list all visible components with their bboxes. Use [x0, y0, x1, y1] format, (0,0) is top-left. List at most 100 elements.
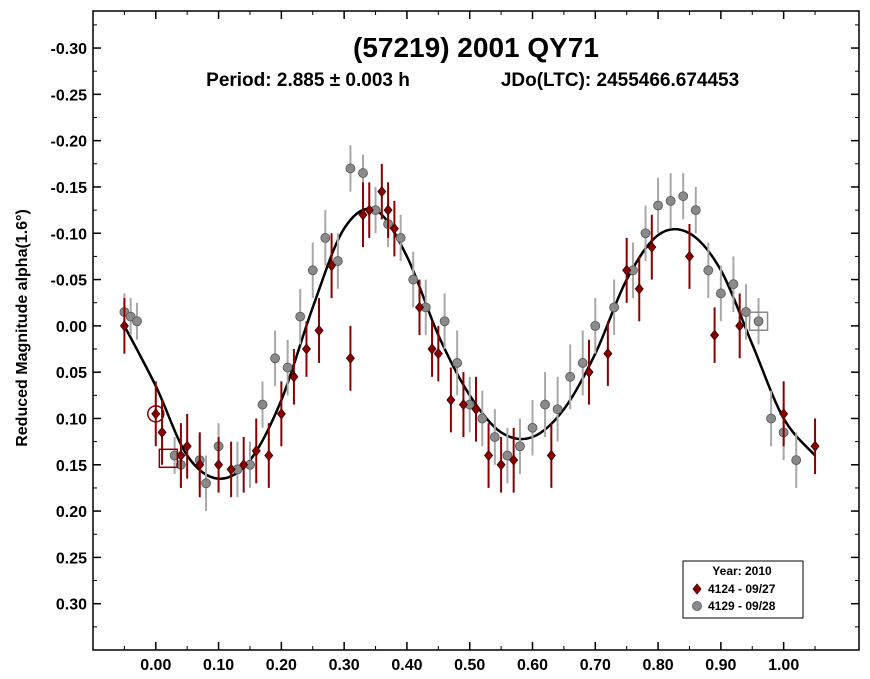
data-point-circle	[358, 168, 368, 178]
y-tick-label: 0.20	[56, 504, 87, 521]
data-point-diamond	[364, 204, 374, 216]
data-point-circle	[345, 163, 356, 174]
x-tick-label: 0.40	[391, 657, 422, 674]
x-tick-label: 0.30	[329, 657, 360, 674]
x-tick-label: 0.70	[580, 657, 611, 674]
legend-marker-circle	[692, 601, 702, 611]
chart-subtitle-jd: JDo(LTC): 2455466.674453	[501, 70, 739, 91]
data-point-circle	[640, 228, 651, 239]
data-point-circle	[320, 232, 331, 243]
annotation-open-square	[748, 311, 769, 331]
y-tick-label: 0.15	[56, 458, 87, 475]
y-tick-label: 0.05	[56, 365, 87, 382]
x-axis-ticks: 0.00 0.10 0.20 0.30 0.40 0.50 0.60 0.70 0.80 0.90…	[123, 11, 816, 674]
data-point-circle	[502, 450, 513, 461]
data-point-diamond	[377, 185, 387, 198]
data-point-diamond	[446, 394, 456, 406]
data-point-diamond	[509, 454, 519, 466]
data-point-diamond	[458, 398, 468, 411]
plot-frame	[92, 10, 860, 651]
legend-entry-4129: 4129 - 09/28	[708, 599, 776, 613]
data-point-circle	[540, 399, 550, 410]
data-point-circle	[766, 413, 776, 424]
data-point-diamond	[276, 408, 286, 420]
data-point-diamond	[389, 222, 399, 235]
data-point-diamond	[634, 283, 644, 295]
data-point-circle	[452, 358, 463, 368]
x-tick-label: 0.60	[517, 657, 548, 674]
legend-box	[682, 560, 804, 619]
y-tick-label: -0.25	[51, 87, 88, 104]
data-point-diamond	[647, 241, 657, 253]
annotation-open-square	[158, 448, 179, 469]
data-point-circle	[439, 316, 450, 327]
legend-entry-4124: 4124 - 09/27	[708, 582, 776, 596]
data-point-diamond	[735, 320, 745, 332]
data-point-diamond	[239, 459, 249, 471]
legend: Year: 2010 4124 - 09/27 4129 - 09/28	[682, 560, 804, 619]
chart-subtitle-period: Period: 2.885 ± 0.003 h	[206, 70, 410, 91]
x-tick-label: 0.10	[203, 657, 234, 674]
y-tick-label: 0.25	[56, 550, 87, 567]
y-axis-ticks: -0.30 -0.25 -0.20 -0.15 -0.10 -0.05 0.00 0.05 0.…	[51, 24, 859, 628]
y-tick-label: 0.30	[56, 597, 87, 614]
x-tick-label: 0.00	[140, 657, 171, 674]
y-tick-label: -0.15	[51, 180, 88, 197]
data-point-diamond	[314, 324, 324, 337]
data-point-diamond	[151, 408, 161, 420]
data-point-diamond	[471, 403, 481, 415]
data-point-diamond	[176, 449, 186, 462]
y-tick-label: -0.05	[51, 273, 88, 290]
annotation-open-circle	[147, 405, 165, 423]
data-point-circle	[527, 422, 538, 433]
x-tick-label: 0.50	[454, 657, 485, 674]
data-point-diamond	[584, 366, 594, 378]
data-point-circle	[791, 455, 802, 466]
data-point-diamond	[603, 348, 613, 360]
data-point-circle	[515, 441, 525, 452]
data-point-circle	[703, 265, 714, 276]
data-point-diamond	[301, 343, 311, 355]
y-tick-label: 0.10	[56, 411, 87, 428]
x-tick-label: 0.80	[643, 657, 674, 674]
legend-marker-diamond	[692, 583, 702, 595]
data-point-circle	[678, 191, 689, 202]
data-point-diamond	[157, 426, 167, 439]
data-point-diamond	[383, 204, 393, 216]
data-point-diamond	[433, 348, 443, 360]
data-point-circle	[690, 205, 701, 216]
data-point-diamond	[214, 459, 224, 471]
data-point-circle	[307, 265, 318, 276]
data-point-circle	[609, 302, 620, 313]
data-point-diamond	[119, 320, 129, 332]
data-point-circle	[282, 362, 293, 373]
data-point-diamond	[546, 449, 556, 462]
data-point-circle	[201, 478, 211, 489]
data-point-diamond	[710, 329, 720, 341]
y-tick-label: -0.20	[51, 134, 88, 151]
data-point-circle	[295, 311, 306, 322]
data-point-diamond	[496, 459, 506, 471]
data-point-circle	[477, 413, 488, 424]
data-point-circle	[665, 195, 676, 206]
annotations	[147, 311, 769, 469]
data-point-circle	[552, 404, 563, 415]
data-point-diamond	[414, 301, 425, 313]
data-point-diamond	[622, 264, 632, 276]
data-point-circle	[489, 432, 500, 442]
data-point-diamond	[345, 352, 355, 364]
data-point-diamond	[195, 459, 205, 471]
data-point-circle	[715, 288, 726, 299]
data-point-circle	[728, 279, 739, 290]
x-tick-label: 1.00	[768, 657, 799, 674]
y-tick-label: -0.30	[51, 41, 88, 58]
y-axis-label: Reduced Magnitude alpha(1.6°)	[14, 209, 31, 447]
chart-title: (57219) 2001 QY71	[353, 32, 599, 63]
data-series	[119, 145, 820, 512]
data-point-diamond	[226, 463, 236, 476]
data-point-diamond	[810, 440, 820, 452]
data-point-diamond	[327, 260, 337, 272]
data-point-circle	[257, 399, 268, 410]
data-point-diamond	[684, 250, 694, 263]
